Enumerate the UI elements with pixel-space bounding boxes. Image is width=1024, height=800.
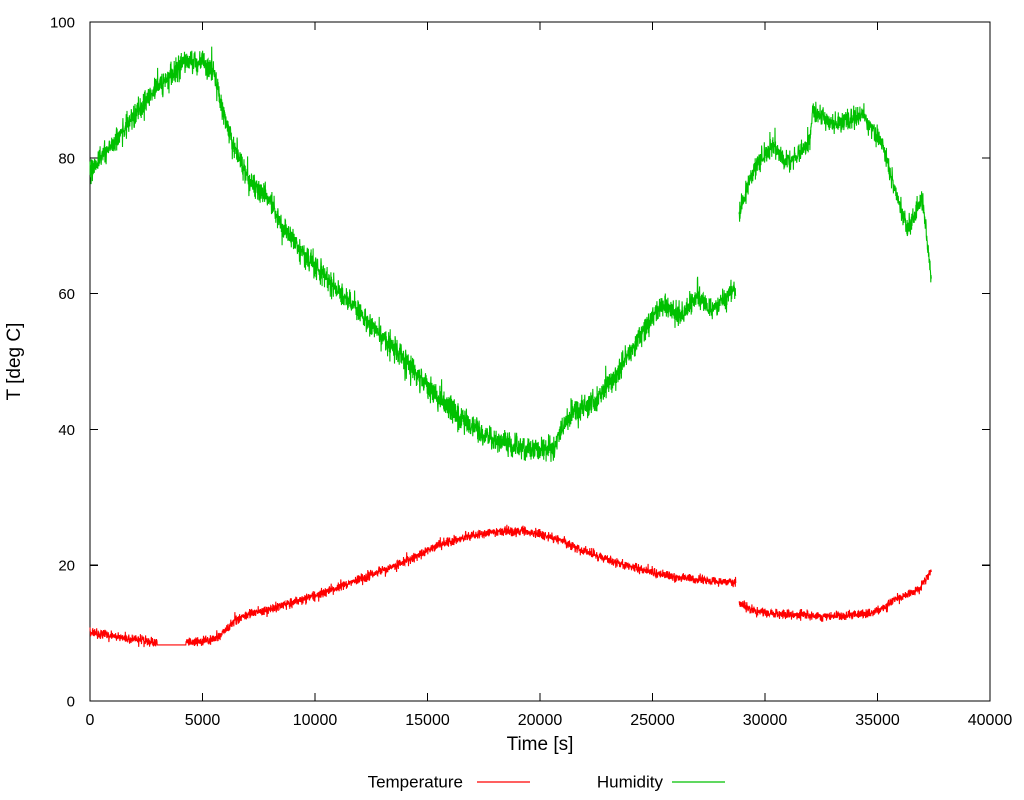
svg-text:60: 60 xyxy=(58,286,75,303)
svg-text:0: 0 xyxy=(86,712,95,729)
svg-text:40: 40 xyxy=(58,422,75,439)
svg-text:15000: 15000 xyxy=(405,712,450,729)
svg-text:0: 0 xyxy=(67,694,75,711)
svg-text:Temperature: Temperature xyxy=(368,773,463,792)
svg-text:25000: 25000 xyxy=(630,712,675,729)
svg-text:20000: 20000 xyxy=(518,712,563,729)
svg-text:Time [s]: Time [s] xyxy=(507,734,574,755)
svg-text:5000: 5000 xyxy=(185,712,221,729)
svg-text:80: 80 xyxy=(58,150,75,167)
svg-text:100: 100 xyxy=(50,15,75,32)
svg-text:10000: 10000 xyxy=(293,712,338,729)
svg-text:T [deg C]: T [deg C] xyxy=(4,323,25,401)
svg-text:35000: 35000 xyxy=(855,712,900,729)
svg-text:20: 20 xyxy=(58,558,75,575)
svg-text:40000: 40000 xyxy=(968,712,1013,729)
svg-text:30000: 30000 xyxy=(743,712,788,729)
svg-text:Humidity: Humidity xyxy=(597,773,664,792)
